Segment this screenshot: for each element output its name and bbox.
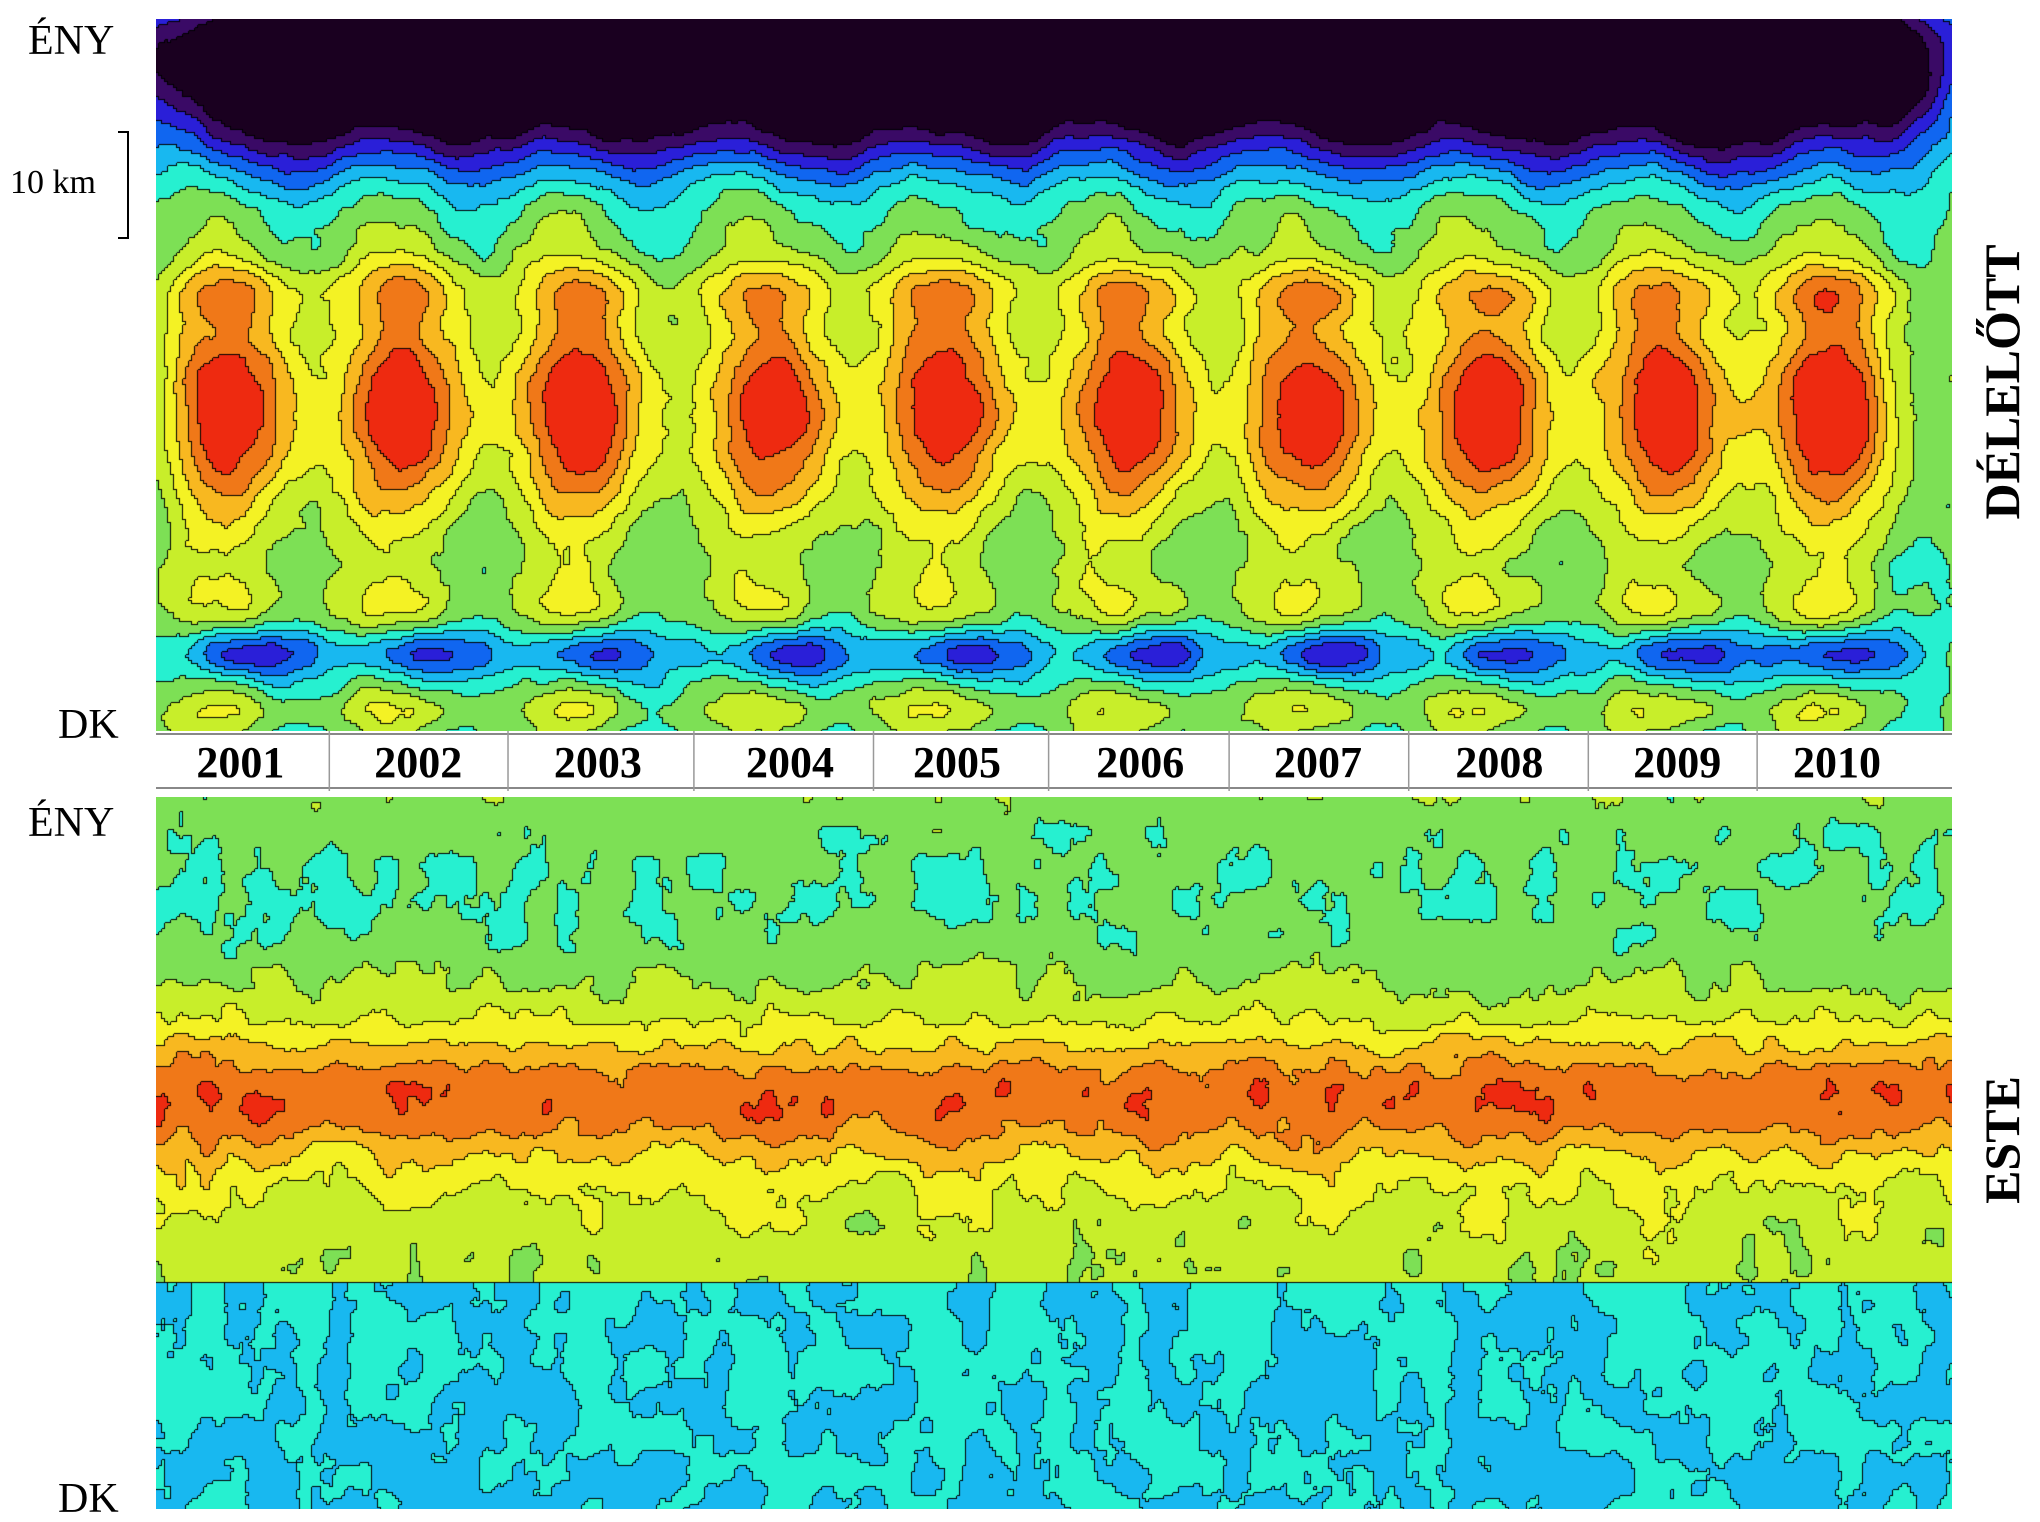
- year-axis: [156, 731, 1952, 791]
- scale-bar: [118, 131, 129, 239]
- year-label-2006: 2006: [1096, 738, 1185, 787]
- heatmap-top: [156, 19, 1952, 731]
- year-axis-lines: [156, 731, 1952, 791]
- year-label-2007: 2007: [1274, 738, 1362, 787]
- top-y-top-label: ÉNY: [28, 18, 115, 64]
- year-label-2001: 2001: [196, 738, 285, 787]
- year-label-2005: 2005: [913, 738, 1002, 787]
- top-y-bottom-label: DK: [58, 702, 119, 748]
- heatmap-bottom: [156, 797, 1952, 1509]
- bottom-y-bottom-label: DK: [58, 1476, 119, 1522]
- year-label-2009: 2009: [1633, 738, 1722, 787]
- year-label-2002: 2002: [374, 738, 463, 787]
- year-label-2003: 2003: [553, 738, 642, 787]
- year-label-2010: 2010: [1793, 738, 1882, 787]
- year-label-2008: 2008: [1455, 738, 1544, 787]
- side-label-top: DÉLELŐTT: [1974, 244, 2030, 520]
- year-label-2004: 2004: [745, 738, 834, 787]
- side-label-bottom: ESTE: [1974, 1076, 2030, 1204]
- scale-bar-label: 10 km: [10, 164, 96, 201]
- bottom-y-top-label: ÉNY: [28, 800, 115, 846]
